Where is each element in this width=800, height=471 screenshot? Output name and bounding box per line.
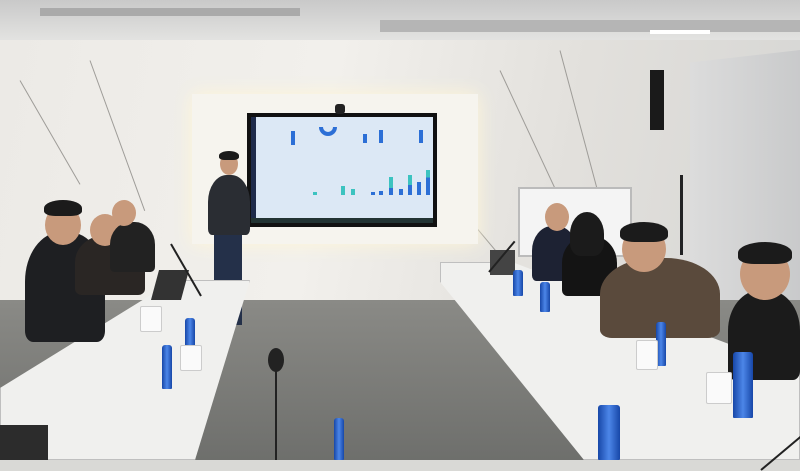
camera — [335, 104, 345, 114]
chart-bar — [426, 170, 430, 195]
chart-bar — [341, 186, 345, 195]
laptop — [0, 425, 48, 460]
chart-bar — [363, 134, 367, 143]
cup — [706, 372, 732, 404]
attendee-head — [545, 203, 569, 231]
microphone — [275, 360, 277, 460]
ceiling-light — [650, 30, 710, 34]
app-sidebar — [251, 117, 256, 223]
water-bottle — [334, 418, 344, 460]
chart-bar — [291, 131, 295, 145]
chart-bar — [389, 177, 393, 195]
cup — [140, 306, 162, 332]
attendee-hair — [44, 200, 82, 216]
ceiling — [0, 0, 800, 42]
chart-bar — [371, 192, 375, 195]
water-bottle — [185, 318, 195, 348]
attendee-hair — [738, 242, 792, 264]
water-bottle — [598, 405, 620, 460]
water-bottle — [513, 270, 523, 296]
taskbar — [251, 218, 433, 223]
chart-bar — [313, 192, 317, 195]
dashboard-display — [251, 117, 433, 223]
presenter-hair — [219, 151, 239, 160]
water-bottle — [162, 345, 172, 389]
chart-bar — [351, 189, 355, 195]
cup — [636, 340, 658, 370]
water-bottle — [733, 352, 753, 418]
presentation-screen — [247, 113, 437, 227]
attendee-hair — [620, 222, 668, 242]
cup — [180, 345, 202, 371]
chart-bar — [419, 130, 423, 143]
ceiling-light-strip — [380, 20, 800, 32]
attendee-head — [112, 200, 136, 226]
presenter — [208, 175, 250, 235]
speaker — [650, 70, 664, 130]
attendee-hair — [570, 212, 604, 256]
chart-bar — [379, 130, 383, 143]
water-bottle — [540, 282, 550, 312]
water-bottle — [656, 322, 666, 366]
donut-chart — [319, 127, 337, 136]
chart-bar — [408, 175, 412, 195]
chart-bar — [379, 191, 383, 195]
chart-bar — [417, 182, 421, 195]
microphone-head — [268, 348, 284, 372]
chart-bar — [399, 189, 403, 195]
tv-stand — [680, 175, 710, 255]
ceiling-light-strip — [40, 8, 300, 16]
attendee — [110, 222, 155, 272]
